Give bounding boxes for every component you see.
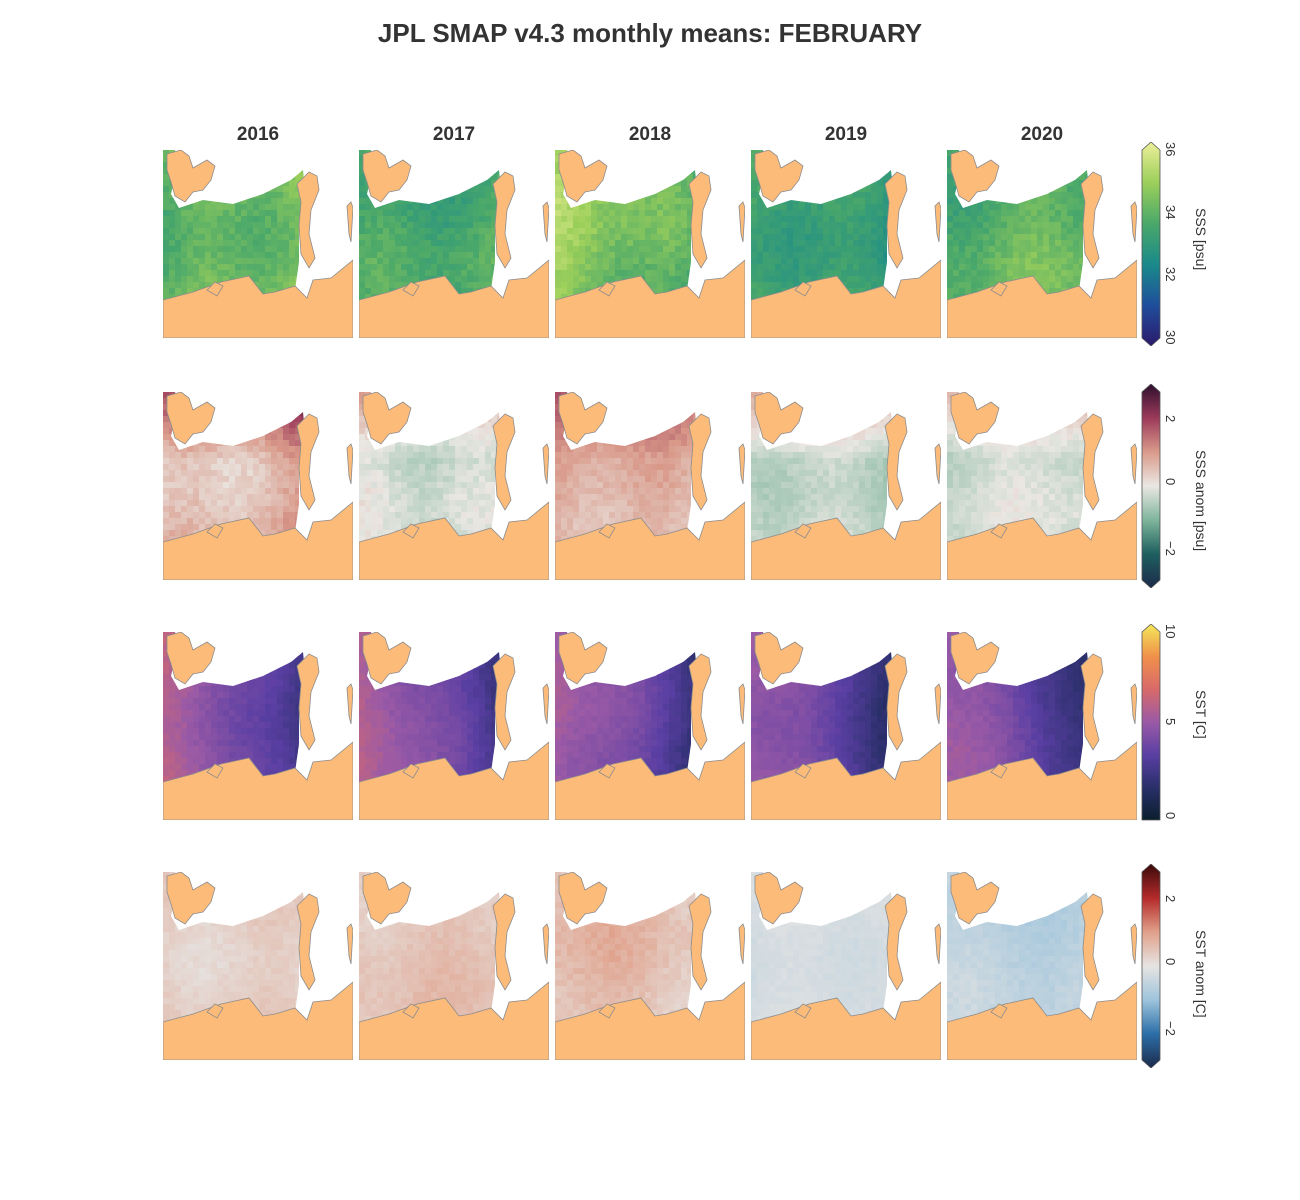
colorbar-label-sst: SST [C] <box>1193 690 1209 739</box>
colorbar-gradient-sst <box>1141 623 1161 821</box>
colorbar-sst <box>1141 623 1161 833</box>
colorbar-tick-sss_anom: −2 <box>1163 541 1178 556</box>
map-panel-sss_anom-2018 <box>555 392 745 580</box>
colorbar-sst_anom <box>1141 863 1161 1073</box>
colorbar-tick-sss: 36 <box>1163 142 1178 156</box>
map-panel-sst_anom-2016 <box>163 872 353 1060</box>
colorbar-gradient-sss <box>1141 141 1161 347</box>
map-panel-sst-2019 <box>751 632 941 820</box>
map-panel-sss_anom-2016 <box>163 392 353 580</box>
map-panel-sss-2020 <box>947 150 1137 338</box>
colorbar-sss_anom <box>1141 383 1161 593</box>
map-panel-sss-2017 <box>359 150 549 338</box>
colorbar-label-sss: SSS [psu] <box>1193 208 1209 270</box>
map-panel-sss_anom-2020 <box>947 392 1137 580</box>
colorbar-gradient-sst_anom <box>1141 863 1161 1069</box>
map-panel-sss-2018 <box>555 150 745 338</box>
map-panel-sss-2019 <box>751 150 941 338</box>
map-panel-sss-2016 <box>163 150 353 338</box>
map-panel-sss_anom-2019 <box>751 392 941 580</box>
colorbar-gradient-sss_anom <box>1141 383 1161 589</box>
colorbar-tick-sst: 5 <box>1163 718 1178 725</box>
map-panel-sst-2020 <box>947 632 1137 820</box>
colorbar-tick-sst_anom: 2 <box>1163 895 1178 902</box>
colorbar-tick-sss_anom: 0 <box>1163 478 1178 485</box>
colorbar-tick-sst: 10 <box>1163 624 1178 638</box>
map-panel-sst-2016 <box>163 632 353 820</box>
colorbar-tick-sst: 0 <box>1163 812 1178 819</box>
year-header-2016: 2016 <box>163 124 353 146</box>
colorbar-sss <box>1141 141 1161 351</box>
colorbar-tick-sss: 34 <box>1163 205 1178 219</box>
map-panel-sst_anom-2018 <box>555 872 745 1060</box>
year-header-2017: 2017 <box>359 124 549 146</box>
map-panel-sst-2018 <box>555 632 745 820</box>
map-panel-sst_anom-2019 <box>751 872 941 1060</box>
colorbar-label-sst_anom: SST anom [C] <box>1193 930 1209 1018</box>
year-header-2020: 2020 <box>947 124 1137 146</box>
map-panel-sst_anom-2017 <box>359 872 549 1060</box>
map-panel-sst-2017 <box>359 632 549 820</box>
colorbar-tick-sst_anom: 0 <box>1163 958 1178 965</box>
colorbar-tick-sss: 30 <box>1163 330 1178 344</box>
figure-title: JPL SMAP v4.3 monthly means: FEBRUARY <box>0 18 1300 49</box>
map-panel-sss_anom-2017 <box>359 392 549 580</box>
year-header-2019: 2019 <box>751 124 941 146</box>
colorbar-tick-sst_anom: −2 <box>1163 1021 1178 1036</box>
colorbar-tick-sss: 32 <box>1163 267 1178 281</box>
colorbar-label-sss_anom: SSS anom [psu] <box>1193 450 1209 551</box>
colorbar-tick-sss_anom: 2 <box>1163 415 1178 422</box>
map-panel-sst_anom-2020 <box>947 872 1137 1060</box>
year-header-2018: 2018 <box>555 124 745 146</box>
